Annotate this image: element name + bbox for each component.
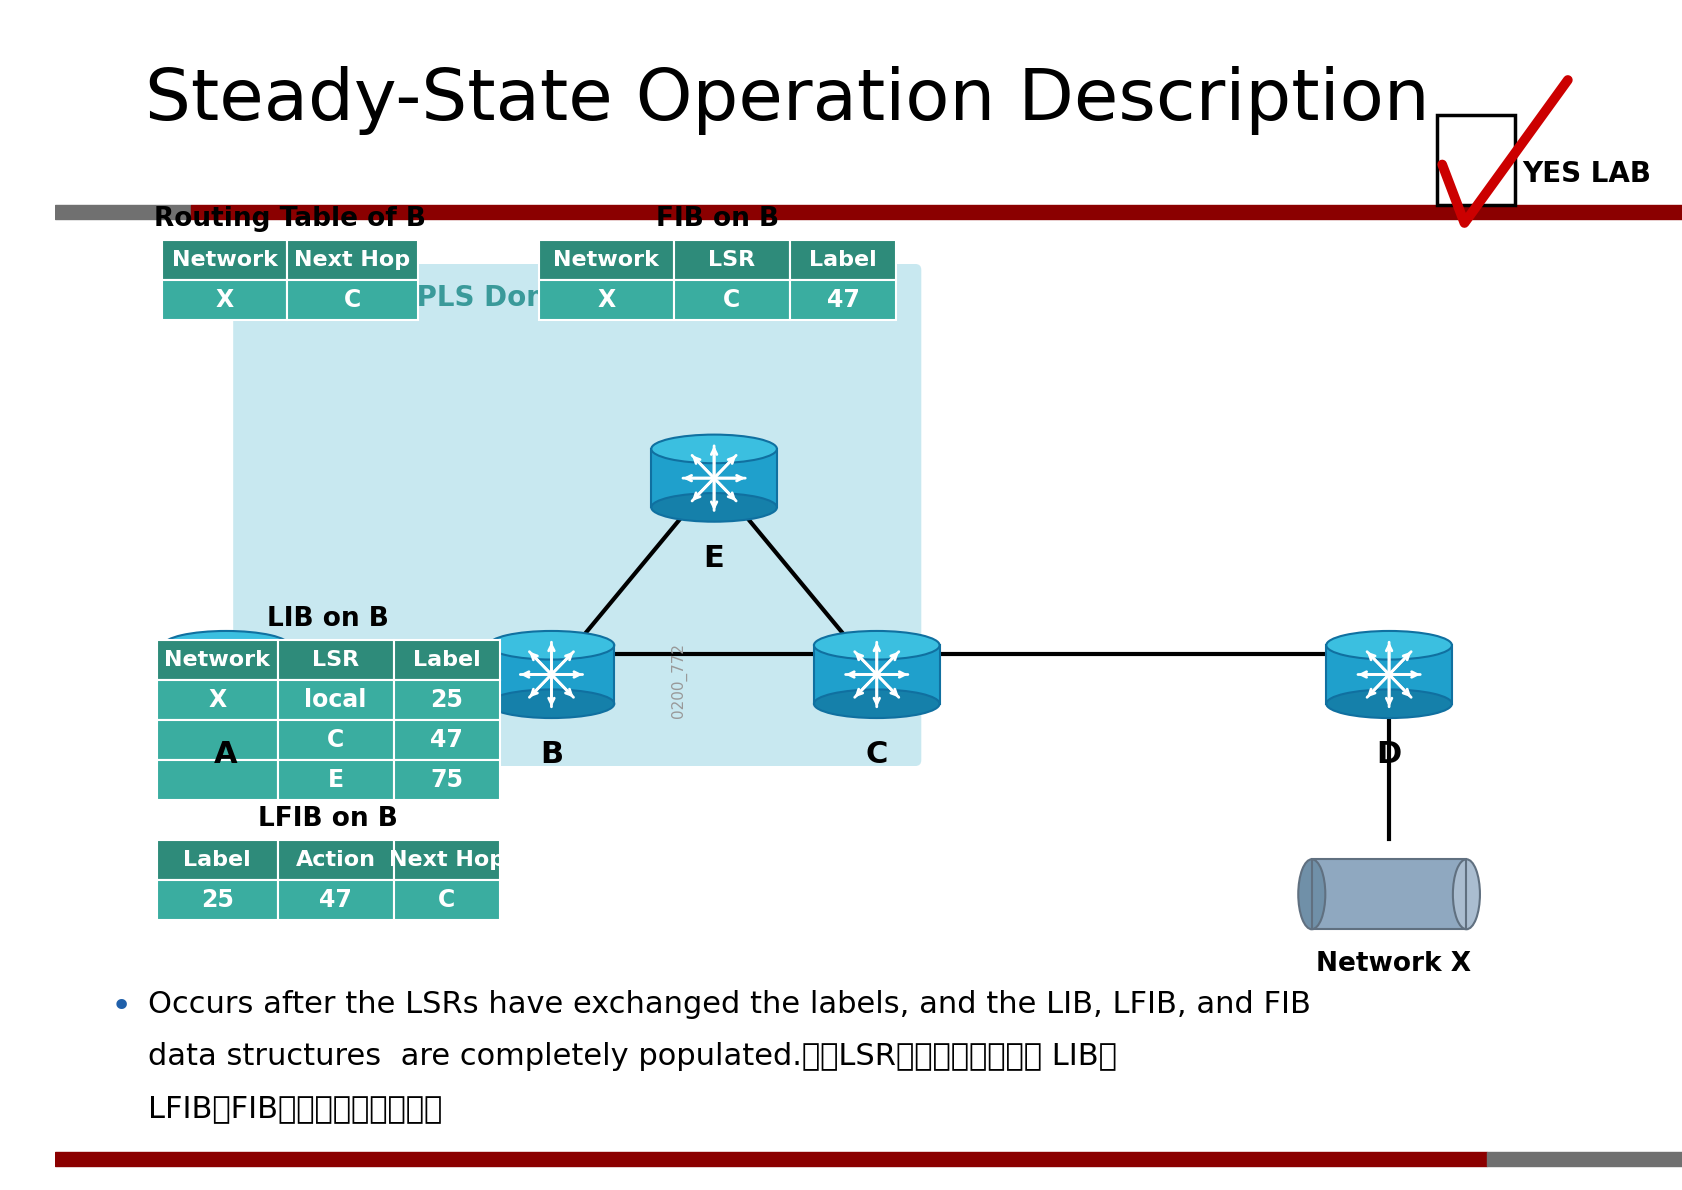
Text: local: local — [304, 688, 367, 712]
Text: Label: Label — [809, 250, 876, 270]
Ellipse shape — [651, 434, 777, 463]
Ellipse shape — [163, 631, 289, 659]
Bar — [288, 280, 417, 320]
Bar — [1485, 1152, 1680, 1166]
Text: •: • — [111, 990, 131, 1025]
Text: D: D — [1376, 740, 1401, 769]
Text: LSR: LSR — [708, 250, 755, 270]
Bar — [673, 240, 789, 280]
Text: Label: Label — [183, 850, 251, 870]
Bar — [673, 280, 789, 320]
Text: Steady-State Operation Description: Steady-State Operation Description — [145, 65, 1428, 134]
Bar — [1310, 859, 1465, 929]
Bar — [156, 760, 278, 800]
Text: C: C — [326, 728, 345, 752]
Bar — [288, 240, 417, 280]
Text: E: E — [328, 768, 343, 793]
Text: B: B — [540, 740, 563, 769]
Bar — [156, 879, 278, 920]
Bar — [278, 679, 394, 720]
Text: Network: Network — [165, 650, 271, 670]
Text: 47: 47 — [431, 728, 463, 752]
Text: 47: 47 — [826, 288, 860, 312]
Text: Next Hop: Next Hop — [294, 250, 410, 270]
Text: LSR: LSR — [311, 650, 358, 670]
Text: Label: Label — [412, 650, 481, 670]
Bar — [1310, 859, 1465, 929]
Text: E: E — [703, 544, 723, 572]
Bar — [278, 760, 394, 800]
Text: YES LAB: YES LAB — [1522, 159, 1650, 188]
Text: FIB on B: FIB on B — [656, 206, 779, 232]
Text: C: C — [723, 288, 740, 312]
Ellipse shape — [651, 493, 777, 521]
Text: 25: 25 — [431, 688, 463, 712]
Text: X: X — [209, 688, 227, 712]
Bar — [394, 679, 500, 720]
Bar — [394, 760, 500, 800]
Text: LFIB on B: LFIB on B — [259, 806, 399, 832]
Bar — [161, 240, 288, 280]
Bar — [394, 720, 500, 760]
Text: Network: Network — [553, 250, 659, 270]
Bar — [488, 645, 614, 703]
Text: 0200_772: 0200_772 — [669, 643, 686, 718]
Bar — [789, 240, 895, 280]
Text: MPLS Domain: MPLS Domain — [389, 284, 602, 312]
Bar — [156, 720, 278, 760]
Text: LFIB和FIB数据结构完全填充。: LFIB和FIB数据结构完全填充。 — [148, 1094, 442, 1123]
Bar — [163, 645, 289, 703]
Text: 25: 25 — [200, 888, 234, 912]
Bar — [156, 640, 278, 679]
Bar — [161, 280, 288, 320]
Bar — [651, 449, 777, 507]
Text: Network X: Network X — [1315, 951, 1470, 977]
Text: Routing Table of B: Routing Table of B — [153, 206, 426, 232]
Text: X: X — [597, 288, 616, 312]
Text: C: C — [865, 740, 888, 769]
Ellipse shape — [1325, 689, 1452, 718]
Text: LIB on B: LIB on B — [267, 606, 389, 632]
Bar — [538, 240, 673, 280]
Text: 47: 47 — [320, 888, 352, 912]
Text: C: C — [343, 288, 362, 312]
Bar — [394, 640, 500, 679]
Ellipse shape — [814, 689, 939, 718]
Text: Occurs after the LSRs have exchanged the labels, and the LIB, LFIB, and FIB: Occurs after the LSRs have exchanged the… — [148, 990, 1310, 1019]
Ellipse shape — [488, 689, 614, 718]
Ellipse shape — [1297, 859, 1324, 929]
Bar — [156, 679, 278, 720]
Ellipse shape — [1452, 859, 1478, 929]
Text: Network: Network — [172, 250, 278, 270]
Ellipse shape — [814, 631, 939, 659]
FancyBboxPatch shape — [234, 264, 920, 766]
Text: Next Hop: Next Hop — [389, 850, 505, 870]
Bar — [278, 720, 394, 760]
Bar — [1325, 645, 1452, 703]
Bar — [814, 645, 939, 703]
Bar — [1436, 115, 1514, 205]
Bar — [278, 879, 394, 920]
Text: Action: Action — [296, 850, 375, 870]
Text: X: X — [215, 288, 234, 312]
Ellipse shape — [1325, 631, 1452, 659]
Bar — [278, 640, 394, 679]
Text: A: A — [214, 740, 237, 769]
Bar — [789, 280, 895, 320]
Text: data structures  are completely populated.　在LSR交换标签后发生， LIB，: data structures are completely populated… — [148, 1042, 1117, 1071]
Text: C: C — [437, 888, 456, 912]
Bar — [190, 205, 1680, 219]
Bar — [538, 280, 673, 320]
Bar — [56, 205, 190, 219]
Bar — [394, 879, 500, 920]
Bar — [394, 840, 500, 879]
Bar — [278, 840, 394, 879]
Bar — [156, 840, 278, 879]
Text: 75: 75 — [431, 768, 463, 793]
Bar — [56, 1152, 1485, 1166]
Ellipse shape — [163, 689, 289, 718]
Ellipse shape — [488, 631, 614, 659]
